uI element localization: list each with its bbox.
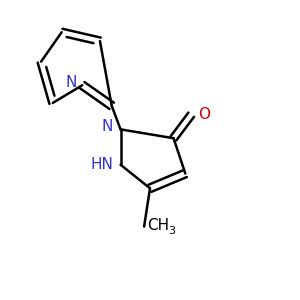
Text: O: O	[199, 107, 211, 122]
Text: CH: CH	[147, 218, 169, 232]
Text: HN: HN	[90, 157, 113, 172]
Text: N: N	[102, 119, 113, 134]
Text: 3: 3	[169, 226, 176, 236]
Text: N: N	[65, 75, 76, 90]
